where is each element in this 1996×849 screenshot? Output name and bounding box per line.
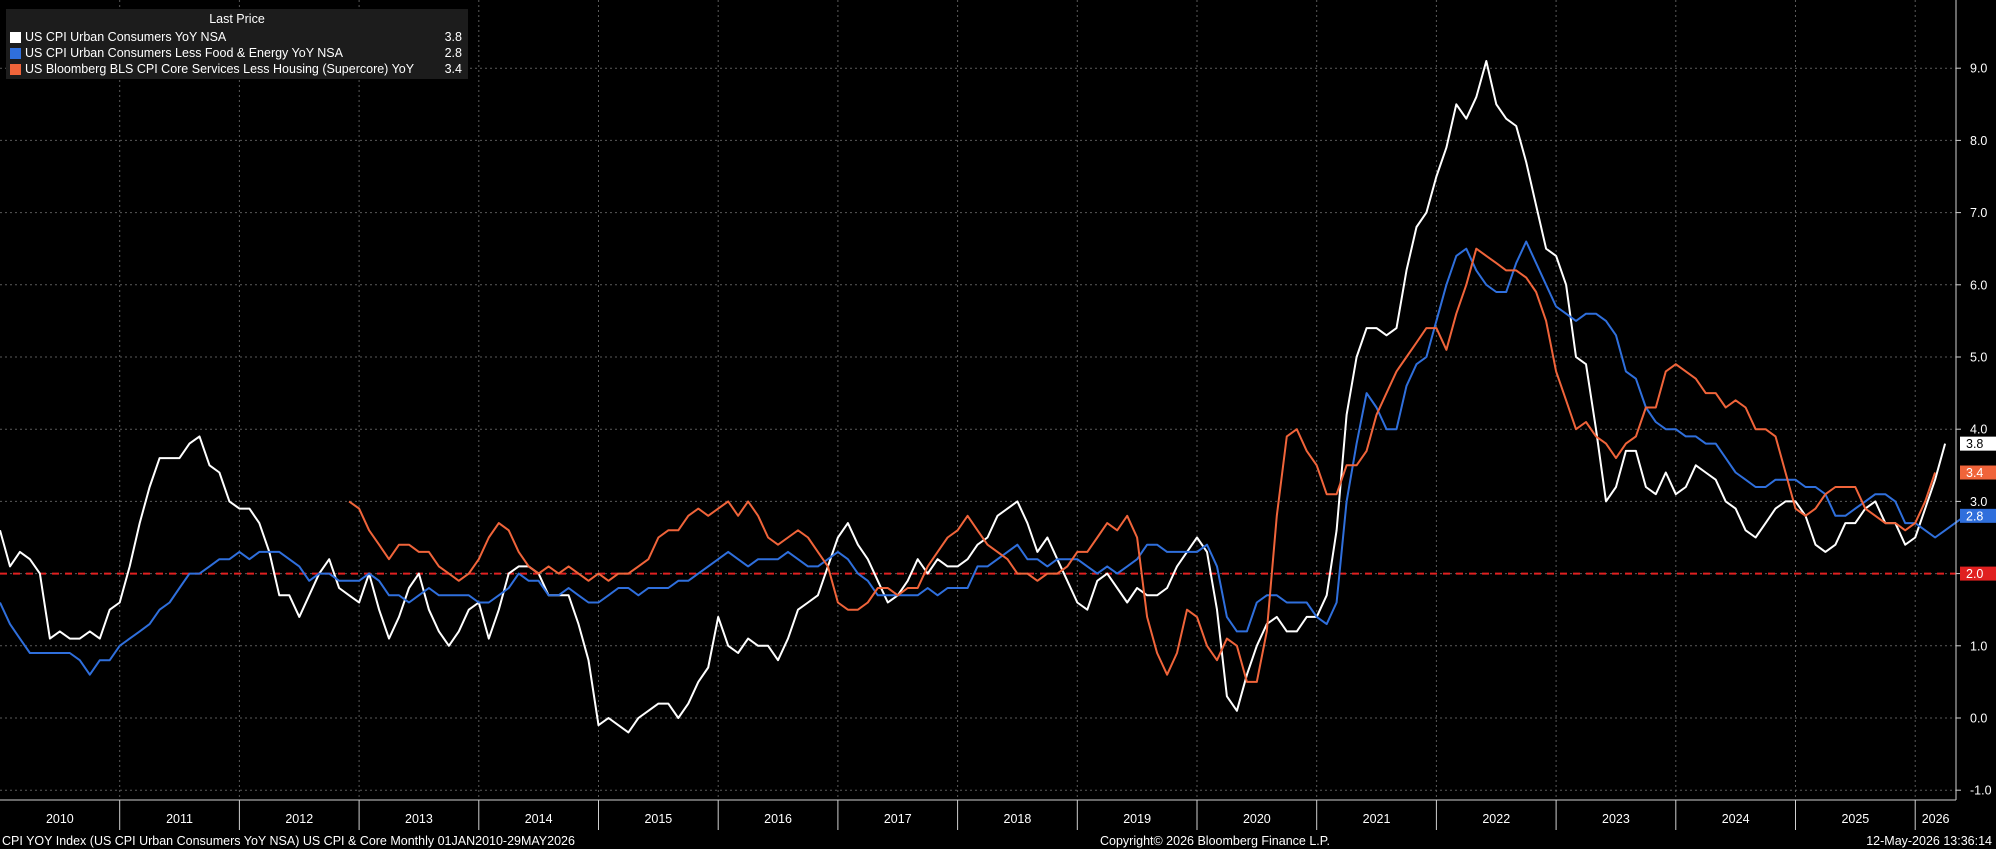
x-tick-label: 2024	[1722, 812, 1750, 826]
y-tick-label: 0.0	[1970, 712, 1987, 726]
y-tick-label: -1.0	[1970, 784, 1992, 798]
footer-copyright: Copyright© 2026 Bloomberg Finance L.P.	[1100, 834, 1330, 848]
x-tick-label: 2012	[285, 812, 313, 826]
cpi-series-line	[0, 60, 1947, 734]
legend-swatch	[10, 31, 21, 43]
x-axis: 2010 2011 2012 2013 2014 2015 2016 2017 2018 2019…	[0, 799, 1956, 830]
x-tick-label: 2025	[1841, 812, 1869, 826]
x-tick-label: 2010	[46, 812, 74, 826]
legend-item-name: US CPI Urban Consumers YoY NSA	[25, 30, 227, 44]
y-tick-label: 7.0	[1970, 206, 1987, 220]
last-value-tags: 3.8 3.4 2.8 2.0	[1960, 436, 1996, 581]
y-tick-label: 1.0	[1970, 639, 1987, 653]
footer-bar: CPI YOY Index (US CPI Urban Consumers Yo…	[0, 834, 1996, 849]
x-tick-label: 2023	[1602, 812, 1630, 826]
x-tick-label: 2026	[1922, 812, 1950, 826]
x-tick-label: 2011	[166, 812, 193, 826]
legend-item-value: 2.8	[444, 46, 462, 60]
legend-item-value: 3.8	[444, 30, 462, 44]
legend-item-supercore: US Bloomberg BLS CPI Core Services Less …	[6, 61, 468, 77]
reference-value-tag	[1960, 566, 1996, 581]
x-tick-label: 2016	[764, 812, 792, 826]
last-value-label: 3.4	[1966, 466, 1983, 480]
legend-header: Last Price	[209, 12, 265, 26]
chart-legend: Last Price US CPI Urban Consumers YoY NS…	[6, 9, 468, 79]
legend-item-name: US Bloomberg BLS CPI Core Services Less …	[25, 62, 415, 76]
series-lines	[0, 60, 1966, 734]
legend-item-value: 3.4	[444, 62, 462, 76]
last-value-tag	[1960, 436, 1996, 451]
y-axis: -1.0 0.0 1.0 2.0 3.0 4.0 5.0 6.0 7.0 8.0 9.0	[1955, 0, 1992, 800]
last-value-label: 3.8	[1966, 437, 1983, 451]
last-value-tag	[1960, 508, 1996, 523]
supercore-series-line	[348, 247, 1937, 683]
x-tick-label: 2020	[1243, 812, 1271, 826]
legend-item-core-cpi: US CPI Urban Consumers Less Food & Energ…	[6, 45, 468, 61]
legend-item-cpi: US CPI Urban Consumers YoY NSA 3.8	[6, 29, 468, 45]
legend-swatch	[10, 47, 21, 59]
y-tick-label: 5.0	[1970, 351, 1987, 365]
y-tick-label: 4.0	[1970, 423, 1987, 437]
x-tick-label: 2014	[525, 812, 553, 826]
legend-swatch	[10, 63, 21, 75]
reference-value-label: 2.0	[1966, 567, 1983, 581]
grid-lines	[0, 0, 1956, 800]
x-tick-label: 2015	[644, 812, 672, 826]
footer-timestamp: 12-May-2026 13:36:14	[1866, 834, 1992, 848]
footer-description: CPI YOY Index (US CPI Urban Consumers Yo…	[2, 834, 575, 848]
legend-item-name: US CPI Urban Consumers Less Food & Energ…	[25, 46, 343, 60]
y-tick-label: 9.0	[1970, 62, 1987, 76]
last-value-tag	[1960, 465, 1996, 480]
y-tick-label: 3.0	[1970, 495, 1987, 509]
last-value-label: 2.8	[1966, 509, 1983, 523]
x-tick-label: 2018	[1004, 812, 1032, 826]
y-tick-label: 6.0	[1970, 278, 1987, 292]
x-tick-label: 2017	[884, 812, 912, 826]
x-tick-label: 2021	[1363, 812, 1391, 826]
x-tick-label: 2019	[1123, 812, 1151, 826]
y-tick-label: 8.0	[1970, 134, 1987, 148]
x-tick-label: 2022	[1482, 812, 1510, 826]
core-cpi-series-line	[0, 240, 1966, 676]
x-tick-label: 2013	[405, 812, 433, 826]
